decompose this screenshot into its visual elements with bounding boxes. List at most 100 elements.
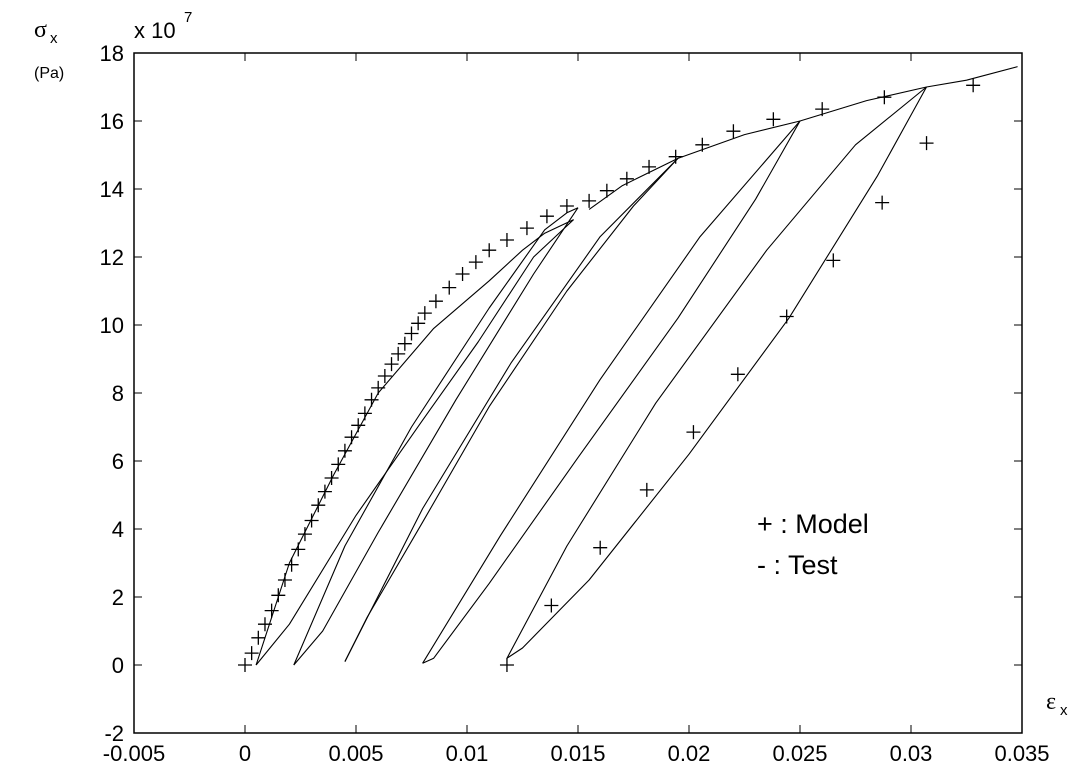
test-curve-segment bbox=[506, 86, 927, 659]
model-plus-marker bbox=[639, 482, 654, 497]
model-plus-marker bbox=[668, 149, 683, 164]
series-layer bbox=[238, 66, 1018, 672]
model-plus-marker bbox=[468, 255, 483, 270]
test-curve-segment bbox=[344, 158, 679, 662]
model-plus-marker bbox=[544, 598, 559, 613]
model-plus-marker bbox=[324, 471, 339, 485]
y-tick-label: 8 bbox=[112, 381, 124, 406]
model-plus-marker bbox=[766, 112, 781, 127]
model-plus-marker bbox=[582, 193, 597, 208]
model-plus-marker bbox=[297, 527, 312, 542]
model-plus-marker bbox=[519, 221, 534, 236]
model-plus-marker bbox=[539, 209, 554, 224]
model-plus-marker bbox=[966, 78, 981, 93]
y-tick-label: 12 bbox=[100, 245, 124, 270]
model-plus-marker bbox=[642, 159, 657, 174]
model-plus-marker bbox=[499, 233, 514, 247]
x-tick-label: 0.01 bbox=[446, 741, 489, 766]
model-plus-marker bbox=[619, 171, 634, 186]
model-plus-marker bbox=[875, 195, 890, 210]
legend-model: + : Model bbox=[757, 509, 869, 539]
model-plus-marker bbox=[284, 557, 299, 572]
model-plus-marker bbox=[397, 336, 412, 351]
x-tick-label: 0 bbox=[239, 741, 251, 766]
model-plus-marker bbox=[311, 498, 326, 513]
model-plus-marker bbox=[291, 542, 306, 557]
y-tick-label: 16 bbox=[100, 109, 124, 134]
y-tick-label: 4 bbox=[112, 517, 124, 542]
x-tick-label: 0.005 bbox=[328, 741, 383, 766]
x-tick-label: 0.025 bbox=[772, 741, 827, 766]
model-plus-marker bbox=[304, 513, 319, 528]
model-plus-marker bbox=[411, 316, 426, 331]
y-multiplier-base: x 10 bbox=[134, 18, 176, 43]
model-plus-marker bbox=[686, 425, 701, 440]
model-plus-marker bbox=[877, 90, 892, 105]
x-tick-label: 0.03 bbox=[890, 741, 933, 766]
test-curve-segment bbox=[293, 207, 579, 666]
x-axis-symbol: ε bbox=[1046, 689, 1056, 715]
model-plus-marker bbox=[499, 658, 514, 672]
y-tick-label: 2 bbox=[112, 585, 124, 610]
model-plus-marker bbox=[238, 658, 252, 672]
model-plus-marker bbox=[599, 183, 614, 198]
legend-test: - : Test bbox=[757, 550, 838, 580]
model-plus-marker bbox=[277, 573, 292, 587]
model-plus-marker bbox=[726, 124, 741, 139]
model-plus-marker bbox=[442, 280, 457, 295]
test-curve-segment bbox=[255, 219, 574, 666]
x-tick-label: 0.015 bbox=[550, 741, 605, 766]
y-tick-label: 6 bbox=[112, 449, 124, 474]
test-curve-segment bbox=[293, 207, 579, 666]
y-tick-label: 10 bbox=[100, 313, 124, 338]
model-plus-marker bbox=[391, 346, 406, 361]
model-plus-marker bbox=[384, 357, 399, 372]
test-curve-segment bbox=[506, 86, 927, 659]
model-plus-marker bbox=[779, 309, 794, 324]
model-plus-marker bbox=[417, 306, 432, 321]
model-plus-marker bbox=[364, 392, 379, 407]
model-plus-marker bbox=[271, 588, 286, 603]
test-curve-segment bbox=[422, 120, 801, 664]
test-curve-segment bbox=[799, 86, 927, 122]
model-plus-marker bbox=[593, 540, 608, 555]
x-tick-label: 0.035 bbox=[994, 741, 1049, 766]
y-tick-label: 0 bbox=[112, 653, 124, 678]
y-tick-label: -2 bbox=[104, 721, 124, 746]
x-tick-label: 0.02 bbox=[668, 741, 711, 766]
y-axis-subscript: x bbox=[50, 30, 58, 47]
model-plus-marker bbox=[244, 646, 259, 661]
model-plus-marker bbox=[344, 430, 359, 445]
model-plus-marker bbox=[357, 406, 372, 421]
test-curve-segment bbox=[588, 157, 679, 210]
y-axis-symbol: σ bbox=[34, 17, 47, 43]
model-plus-marker bbox=[377, 369, 392, 383]
model-plus-marker bbox=[371, 380, 386, 395]
model-plus-marker bbox=[455, 267, 470, 281]
test-curve-segment bbox=[422, 120, 801, 664]
y-tick-label: 18 bbox=[100, 41, 124, 66]
model-plus-marker bbox=[337, 443, 352, 458]
test-curve-segment bbox=[926, 66, 1018, 88]
model-plus-marker bbox=[257, 617, 272, 632]
test-curve-segment bbox=[344, 158, 679, 662]
model-plus-marker bbox=[351, 418, 366, 433]
y-multiplier-exponent: 7 bbox=[184, 9, 192, 26]
model-plus-marker bbox=[331, 457, 346, 472]
model-plus-marker bbox=[730, 367, 745, 382]
model-plus-marker bbox=[404, 326, 419, 341]
y-axis-unit: (Pa) bbox=[34, 65, 64, 82]
model-plus-marker bbox=[559, 199, 574, 213]
model-plus-marker bbox=[428, 294, 443, 309]
x-axis-subscript: x bbox=[1060, 702, 1068, 719]
test-curve-segment bbox=[677, 120, 801, 159]
model-plus-marker bbox=[251, 630, 266, 645]
ticks-layer: -0.005 0 0.005 0.01 0.015 0.02 0.025 0.03 0.035 -… bbox=[100, 41, 1050, 766]
x-tick-label: -0.005 bbox=[103, 741, 165, 766]
y-tick-label: 14 bbox=[100, 177, 124, 202]
model-plus-marker bbox=[482, 243, 497, 258]
model-plus-marker bbox=[815, 102, 830, 117]
model-plus-marker bbox=[826, 253, 841, 268]
